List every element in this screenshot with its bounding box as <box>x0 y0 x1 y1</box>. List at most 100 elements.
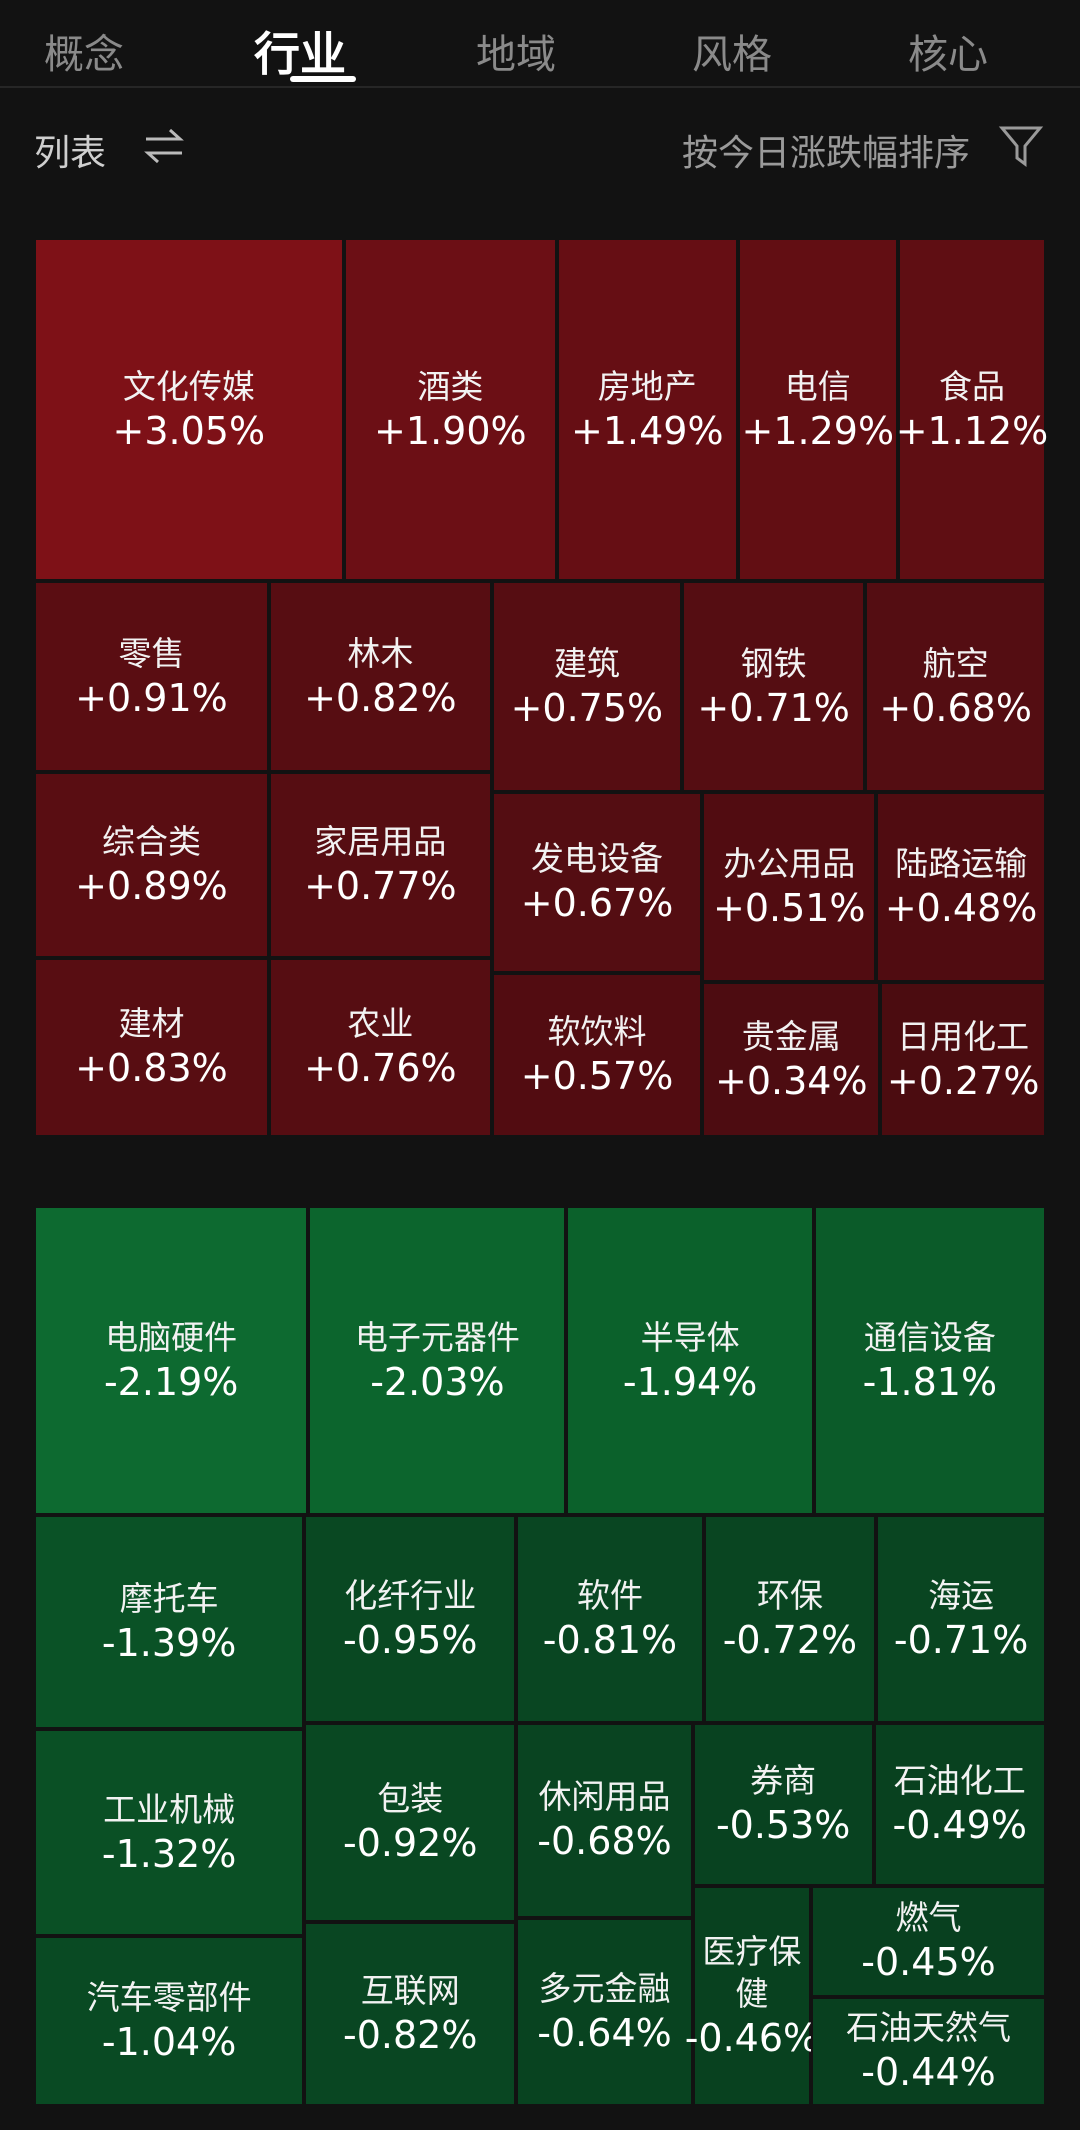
sector-change: +1.49% <box>571 408 724 453</box>
sector-change: -0.92% <box>343 1821 478 1866</box>
sector-name: 建筑 <box>553 643 620 683</box>
sector-change: +0.91% <box>75 675 228 720</box>
sector-change: +0.51% <box>712 886 866 931</box>
sector-tile[interactable]: 食品 +1.12% <box>896 237 1048 582</box>
sector-tile[interactable]: 汽车零部件 -1.04% <box>33 1935 305 2106</box>
filter-icon[interactable] <box>998 124 1044 168</box>
sector-tile[interactable]: 办公用品 +0.51% <box>702 792 877 983</box>
sector-tile[interactable]: 零售 +0.91% <box>33 581 269 772</box>
sector-change: -2.03% <box>370 1359 505 1404</box>
sector-tile[interactable]: 环保 -0.72% <box>703 1514 877 1723</box>
sector-tile[interactable]: 电脑硬件 -2.19% <box>33 1206 309 1515</box>
sector-name: 日用化工 <box>897 1016 1030 1056</box>
sector-change: +3.05% <box>112 408 266 453</box>
sector-tile[interactable]: 休闲用品 -0.68% <box>516 1722 693 1919</box>
sector-name: 休闲用品 <box>538 1777 671 1817</box>
sector-name: 航空 <box>922 643 989 683</box>
sort-button[interactable]: 按今日涨跌幅排序 <box>681 133 970 174</box>
separator <box>0 86 1080 88</box>
sector-name: 环保 <box>756 1575 823 1615</box>
sector-change: +0.75% <box>510 685 664 730</box>
sector-name: 食品 <box>938 366 1005 406</box>
sector-change: -1.81% <box>862 1359 998 1404</box>
sector-change: -0.46% <box>684 2015 820 2060</box>
tab[interactable]: 风格 <box>692 32 772 78</box>
sector-tile[interactable]: 半导体 -1.94% <box>566 1206 814 1515</box>
sector-tile[interactable]: 发电设备 +0.67% <box>491 792 703 973</box>
sector-name: 燃气 <box>895 1898 962 1938</box>
sector-tile[interactable]: 燃气 -0.45% <box>811 1885 1047 1997</box>
sector-tile[interactable]: 石油天然气 -0.44% <box>811 1996 1047 2106</box>
sector-tile[interactable]: 农业 +0.76% <box>268 957 492 1138</box>
tab[interactable]: 行业 <box>254 27 346 81</box>
sector-name: 陆路运输 <box>895 844 1028 884</box>
sector-name: 钢铁 <box>740 643 807 683</box>
sector-tile[interactable]: 家居用品 +0.77% <box>268 771 492 958</box>
sector-name: 石油化工 <box>893 1761 1026 1801</box>
sector-change: -0.81% <box>542 1617 678 1662</box>
sector-tile[interactable]: 包装 -0.92% <box>304 1722 517 1923</box>
sector-tile[interactable]: 工业机械 -1.32% <box>33 1729 305 1936</box>
sector-tile[interactable]: 券商 -0.53% <box>692 1722 874 1886</box>
sector-tile[interactable]: 软件 -0.81% <box>516 1514 704 1723</box>
sector-change: -1.32% <box>101 1831 237 1876</box>
sector-change: -0.72% <box>722 1617 858 1662</box>
sector-name: 包装 <box>377 1779 444 1819</box>
sector-tile[interactable]: 石油化工 -0.49% <box>873 1722 1047 1886</box>
sector-tile[interactable]: 文化传媒 +3.05% <box>33 237 344 582</box>
sector-change: +0.77% <box>304 863 457 908</box>
sector-name: 电脑硬件 <box>105 1317 238 1357</box>
sector-name: 电子元器件 <box>354 1317 520 1357</box>
sector-tile[interactable]: 日用化工 +0.27% <box>880 982 1047 1138</box>
sector-change: +0.68% <box>879 685 1032 730</box>
sector-tile[interactable]: 摩托车 -1.39% <box>33 1514 305 1730</box>
sector-name: 林木 <box>347 633 414 673</box>
sector-name: 综合类 <box>101 821 201 861</box>
sector-name: 通信设备 <box>863 1317 996 1357</box>
sector-tile[interactable]: 房地产 +1.49% <box>556 237 738 582</box>
sector-name: 工业机械 <box>103 1789 236 1829</box>
sector-name: 化纤行业 <box>344 1575 477 1615</box>
sector-tile[interactable]: 电子元器件 -2.03% <box>308 1206 567 1515</box>
sector-name: 券商 <box>750 1761 817 1801</box>
sector-change: +0.57% <box>520 1053 674 1098</box>
tab-underline <box>290 76 356 82</box>
view-toggle[interactable]: 列表 <box>34 133 107 174</box>
sector-change: -1.39% <box>101 1621 237 1666</box>
sector-name: 零售 <box>118 633 185 673</box>
sector-tile[interactable]: 多元金融 -0.64% <box>516 1918 693 2106</box>
sector-tile[interactable]: 建材 +0.83% <box>33 957 269 1138</box>
sector-tile[interactable]: 酒类 +1.90% <box>343 237 557 582</box>
sector-change: -0.64% <box>537 2010 672 2055</box>
sector-change: -1.94% <box>622 1359 758 1404</box>
sector-name: 农业 <box>347 1004 414 1044</box>
sector-tile[interactable]: 航空 +0.68% <box>865 581 1047 792</box>
sector-name: 互联网 <box>360 1970 460 2010</box>
sector-change: -0.53% <box>715 1803 851 1848</box>
sector-name: 文化传媒 <box>122 366 255 406</box>
sector-tile[interactable]: 海运 -0.71% <box>876 1514 1047 1723</box>
sector-name: 房地产 <box>597 366 697 406</box>
sector-tile[interactable]: 钢铁 +0.71% <box>681 581 866 792</box>
sector-tile[interactable]: 互联网 -0.82% <box>304 1922 517 2106</box>
sector-name: 石油天然气 <box>846 2008 1012 2048</box>
sector-tile[interactable]: 通信设备 -1.81% <box>813 1206 1047 1515</box>
sector-tile[interactable]: 建筑 +0.75% <box>491 581 682 792</box>
sector-tile[interactable]: 软饮料 +0.57% <box>491 972 703 1138</box>
tab[interactable]: 核心 <box>908 32 988 78</box>
sector-tile[interactable]: 陆路运输 +0.48% <box>876 792 1047 983</box>
sector-tile[interactable]: 林木 +0.82% <box>268 581 492 772</box>
sector-tile[interactable]: 综合类 +0.89% <box>33 771 269 958</box>
switch-icon[interactable] <box>142 126 186 166</box>
sector-tile[interactable]: 化纤行业 -0.95% <box>304 1514 517 1723</box>
sector-change: +0.82% <box>304 675 457 720</box>
sector-name: 软件 <box>576 1575 643 1615</box>
sector-change: -0.82% <box>343 2012 478 2057</box>
sector-tile[interactable]: 电信 +1.29% <box>737 237 898 582</box>
tab[interactable]: 概念 <box>44 32 124 78</box>
tab[interactable]: 地域 <box>476 32 556 78</box>
sector-tile[interactable]: 医疗保健 -0.46% <box>685 1885 819 2106</box>
sector-tile[interactable]: 贵金属 +0.34% <box>702 982 881 1138</box>
sector-name: 办公用品 <box>723 844 856 884</box>
